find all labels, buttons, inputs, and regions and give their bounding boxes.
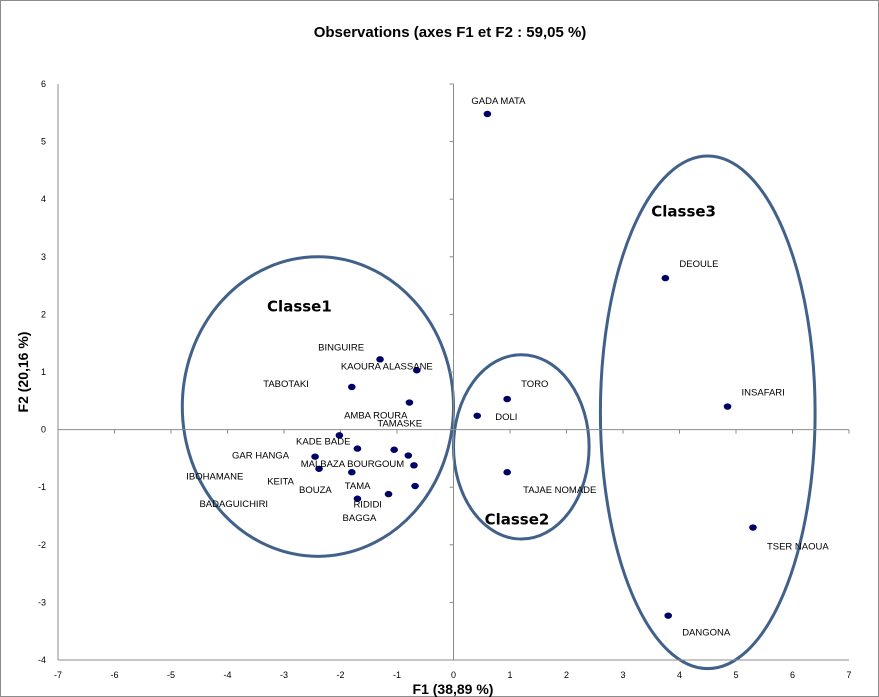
x-tick-label: 6 [790, 670, 795, 680]
point-binguire [376, 356, 384, 363]
label-doli: DOLI [495, 412, 517, 423]
x-tick-label: -1 [393, 670, 401, 680]
label-insafari: INSAFARI [742, 388, 785, 399]
label-gar-hanga: GAR HANGA [232, 451, 290, 462]
point-tajae-nomade [503, 469, 511, 476]
y-tick-label: -3 [38, 597, 46, 607]
x-tick-label: 7 [846, 670, 851, 680]
point-doli [473, 412, 482, 419]
point-dangona [664, 612, 672, 619]
label-tamaske: TAMASKE [377, 418, 422, 429]
point-insafari [723, 403, 732, 410]
point-kaoura-alassane [412, 367, 421, 374]
y-tick-label: -2 [38, 540, 46, 550]
label-binguire: BINGUIRE [318, 342, 364, 353]
y-tick-label: -4 [38, 655, 46, 665]
point-rididi [353, 495, 362, 502]
cluster-labels: Classe1 Classe2 Classe3 [267, 202, 716, 528]
cluster-label-classe2: Classe2 [485, 511, 550, 529]
y-tick-label: 1 [41, 367, 46, 377]
label-kaoura-alassane: KAOURA ALASSANE [341, 361, 433, 372]
label-tama: TAMA [345, 481, 371, 492]
point-tabotaki [348, 383, 356, 391]
point-kade-bade [353, 445, 362, 452]
label-dangona: DANGONA [682, 628, 731, 639]
label-deoule: DEOULE [679, 259, 718, 270]
x-tick-label: -6 [110, 670, 118, 680]
x-tick-label: 1 [507, 670, 512, 680]
x-axis-title: F1 (38,89 %) [413, 681, 494, 697]
ellipse-classe3 [598, 154, 817, 671]
x-tick-label: 2 [564, 670, 569, 680]
label-malbaza-bourgoum: MALBAZA BOURGOUM [301, 459, 405, 470]
point-tama [348, 469, 356, 476]
y-tick-label: 5 [41, 137, 46, 147]
label-toro: TORO [521, 379, 548, 390]
label-keita: KEITA [267, 476, 294, 487]
point-gada-mata [483, 110, 492, 118]
y-tick-label: -1 [38, 482, 46, 492]
x-tick-label: 4 [677, 670, 682, 680]
tick-labels: -7 -6 -5 -4 -3 -2 -1 0 1 2 3 4 5 6 7 6 5 4 3 2 1 0 -1 -2 -3 -4 [38, 79, 852, 680]
y-axis-title: F2 (20,16 %) [15, 332, 31, 413]
data-points [311, 110, 757, 619]
point-toro [503, 395, 511, 403]
x-tick-label: -4 [223, 670, 231, 680]
point-tamaske [335, 432, 344, 439]
x-tick-label: -2 [336, 670, 344, 680]
point-malbaza-bourgoum [390, 446, 398, 453]
point-deoule [661, 274, 670, 282]
cluster-label-classe1: Classe1 [267, 298, 332, 316]
chart-title: Observations (axes F1 et F2 : 59,05 %) [314, 24, 587, 41]
point-badaguichiri [411, 482, 419, 490]
point-tser-naoua [749, 524, 757, 531]
x-tick-label: -7 [54, 670, 62, 680]
x-tick-label: -5 [167, 670, 175, 680]
point-bouza [315, 465, 323, 472]
cluster-label-classe3: Classe3 [651, 202, 716, 220]
label-tabotaki: TABOTAKI [263, 379, 309, 390]
x-tick-label: 3 [620, 670, 625, 680]
y-tick-label: 3 [41, 252, 46, 262]
y-tick-label: 2 [41, 309, 46, 319]
point-amba-roura [405, 399, 414, 406]
point-ibohamane [404, 452, 413, 459]
label-amba-roura: AMBA ROURA [344, 411, 408, 422]
axes [57, 83, 850, 661]
point-gar-hanga [311, 453, 319, 460]
point-keita [410, 462, 418, 469]
label-bagga: BAGGA [343, 513, 377, 524]
point-labels: GADA MATA DEOULE INSAFARI TSER NAOUA DANGONA… [186, 96, 829, 639]
label-tser-naoua: TSER NAOUA [767, 542, 829, 553]
x-tick-label: 5 [733, 670, 738, 680]
label-ibohamane: IBOHAMANE [186, 472, 243, 483]
label-rididi: RIDIDI [353, 500, 382, 511]
point-bagga [384, 490, 393, 498]
label-badaguichiri: BADAGUICHIRI [199, 499, 268, 510]
label-bouza: BOUZA [299, 485, 332, 496]
label-gada-mata: GADA MATA [471, 96, 526, 107]
label-kade-bade: KADE BADE [296, 437, 350, 448]
y-tick-label: 0 [41, 425, 46, 435]
y-tick-label: 6 [41, 79, 46, 89]
x-tick-label: 0 [451, 670, 456, 680]
y-tick-label: 4 [41, 194, 46, 204]
x-tick-label: -3 [280, 670, 288, 680]
label-tajae-nomade: TAJAE NOMADE [523, 485, 596, 496]
